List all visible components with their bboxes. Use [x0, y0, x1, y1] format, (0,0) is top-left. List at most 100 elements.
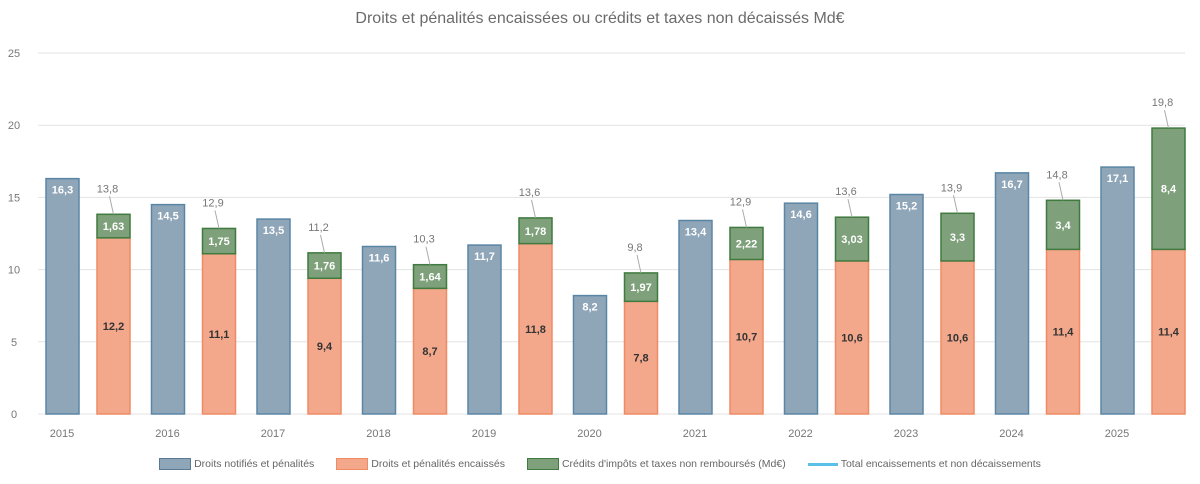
data-label: 16,7	[1001, 179, 1022, 191]
data-label: 11,1	[209, 329, 230, 341]
total-label: 9,8	[627, 242, 642, 254]
legend-swatch	[807, 462, 838, 466]
total-label: 14,8	[1046, 169, 1067, 181]
total-label: 13,6	[519, 187, 540, 199]
leader-line	[531, 199, 536, 219]
total-label: 19,8	[1152, 97, 1173, 109]
bar-droits-encaisses	[1045, 248, 1081, 415]
data-label: 8,7	[422, 346, 437, 358]
data-label: 1,63	[103, 221, 124, 233]
bar-credits	[834, 216, 870, 262]
bar-droits-notifies	[467, 244, 502, 415]
data-label: 3,03	[841, 234, 862, 246]
bar-credits	[518, 217, 553, 245]
data-label: 7,8	[633, 353, 648, 365]
leader-line	[636, 254, 642, 274]
data-label: 11,4	[1158, 327, 1180, 339]
legend-label: Droits et pénalités encaissés	[371, 458, 505, 470]
leader-line	[214, 210, 220, 229]
legend: Droits notifiés et pénalités Droits et p…	[0, 458, 1200, 470]
leader-line	[320, 234, 325, 253]
legend-swatch	[159, 458, 192, 470]
data-label: 11,6	[369, 252, 390, 264]
data-label: 14,5	[157, 211, 178, 223]
legend-item-total: Total encaissements et non décaissements	[807, 458, 1041, 470]
bar-droits-encaisses	[940, 260, 975, 415]
bar-droits-encaisses	[729, 258, 764, 415]
x-tick-label: 2023	[894, 428, 918, 440]
legend-item-notifies: Droits notifiés et pénalités	[159, 458, 314, 470]
bar-droits-encaisses	[307, 277, 342, 415]
data-label: 17,1	[1107, 173, 1128, 185]
bar-droits-notifies	[256, 218, 291, 415]
y-tick-label: 25	[8, 48, 20, 60]
bar-droits-encaisses	[1151, 248, 1186, 415]
bar-credits	[1151, 127, 1186, 251]
legend-label: Droits notifiés et pénalités	[194, 458, 315, 470]
data-label: 13,4	[685, 227, 707, 239]
bar-credits	[940, 212, 975, 262]
x-tick-label: 2022	[788, 428, 812, 440]
data-label: 2,22	[736, 238, 757, 250]
x-tick-label: 2020	[577, 428, 601, 440]
leader-line	[1058, 182, 1064, 201]
y-tick-label: 0	[11, 409, 17, 421]
bar-droits-encaisses	[201, 252, 237, 415]
legend-item-credits: Crédits d'impôts et taxes non remboursés…	[526, 458, 786, 470]
bar-droits-encaisses	[96, 237, 131, 415]
data-label: 11,8	[525, 324, 546, 336]
legend-swatch	[526, 458, 559, 470]
data-label: 11,4	[1053, 327, 1075, 339]
total-label: 11,2	[308, 222, 329, 234]
bar-droits-notifies	[994, 172, 1030, 415]
y-tick-label: 20	[8, 120, 20, 132]
y-tick-label: 5	[11, 337, 17, 349]
bar-droits-notifies	[1100, 166, 1135, 415]
bar-droits-encaisses	[623, 300, 659, 415]
y-tick-label: 15	[8, 192, 20, 204]
data-label: 8,2	[582, 302, 597, 314]
data-label: 13,5	[263, 225, 284, 237]
bar-credits	[307, 252, 342, 280]
data-label: 10,6	[947, 332, 968, 344]
total-label: 12,9	[202, 197, 223, 209]
total-label: 13,9	[941, 182, 962, 194]
data-label: 10,6	[841, 332, 862, 344]
legend-item-encaisses: Droits et pénalités encaissés	[336, 458, 505, 470]
data-label: 15,2	[896, 201, 917, 213]
legend-label: Crédits d'impôts et taxes non remboursés…	[561, 458, 786, 470]
data-label: 1,75	[208, 236, 229, 248]
x-tick-label: 2016	[155, 428, 179, 440]
x-tick-label: 2025	[1105, 428, 1129, 440]
total-label: 13,8	[97, 183, 118, 195]
data-label: 3,3	[950, 232, 965, 244]
x-tick-label: 2021	[683, 428, 707, 440]
bar-droits-encaisses	[518, 242, 553, 415]
x-tick-label: 2024	[999, 428, 1023, 440]
data-label: 9,4	[317, 341, 333, 353]
bar-credits	[623, 272, 659, 303]
total-label: 10,3	[413, 234, 434, 246]
data-label: 8,4	[1161, 184, 1177, 196]
leader-line	[109, 196, 114, 215]
data-label: 14,6	[790, 209, 811, 221]
x-tick-label: 2017	[261, 428, 285, 440]
data-label: 3,4	[1055, 220, 1071, 232]
bar-droits-notifies	[150, 203, 186, 415]
data-label: 11,7	[474, 251, 495, 263]
bar-droits-notifies	[889, 193, 924, 415]
leader-line	[1164, 109, 1169, 129]
chart-title: Droits et pénalités encaissées ou crédit…	[355, 10, 845, 27]
leader-line	[953, 195, 958, 214]
bar-droits-notifies	[361, 245, 397, 415]
data-label: 1,97	[630, 282, 651, 294]
bar-droits-encaisses	[412, 287, 448, 415]
data-label: 1,78	[525, 226, 546, 238]
legend-label: Total encaissements et non décaissements	[840, 458, 1041, 470]
x-tick-label: 2015	[50, 428, 74, 440]
bar-droits-encaisses	[834, 260, 870, 415]
data-label: 1,64	[419, 272, 441, 284]
legend-swatch	[336, 458, 369, 470]
